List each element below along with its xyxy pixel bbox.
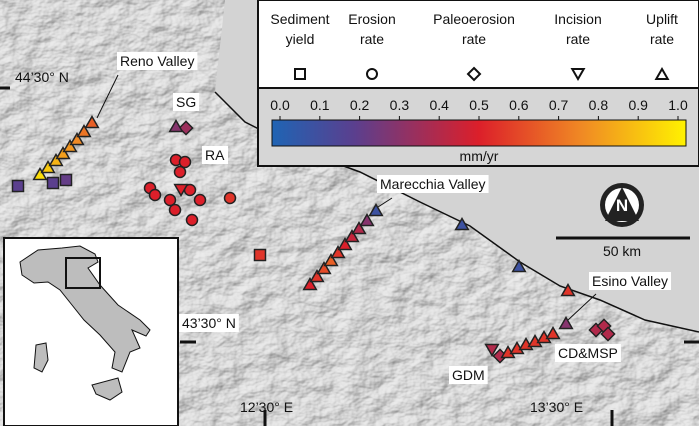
legend-label: rate	[566, 31, 590, 47]
sediment-yield-marker	[255, 250, 266, 261]
map-label: CD&MSP	[558, 345, 618, 361]
map-label: RA	[205, 147, 225, 163]
colorbar-tick-label: 0.2	[350, 97, 370, 113]
legend-label: Erosion	[348, 11, 395, 27]
legend-label: rate	[360, 31, 384, 47]
sediment-yield-marker	[13, 181, 24, 192]
map-label: 44’30° N	[15, 69, 69, 85]
erosion-rate-marker	[225, 193, 236, 204]
colorbar-tick-label: 1.0	[668, 97, 688, 113]
inset	[4, 238, 178, 426]
colorbar	[272, 120, 686, 146]
colorbar-tick-label: 0.9	[628, 97, 648, 113]
erosion-rate-marker	[187, 215, 198, 226]
colorbar-tick-label: 0.6	[509, 97, 529, 113]
colorbar-tick-label: 0.7	[549, 97, 569, 113]
erosion-rate-marker	[150, 190, 161, 201]
sediment-yield-marker	[48, 178, 59, 189]
erosion-rate-marker	[180, 157, 191, 168]
colorbar-tick-label: 0.8	[589, 97, 609, 113]
sediment-yield-marker	[61, 175, 72, 186]
north-arrow: N	[600, 183, 644, 227]
map-label: 13’30° E	[530, 399, 583, 415]
colorbar-tick-label: 0.4	[429, 97, 449, 113]
map-label: Esino Valley	[592, 273, 668, 289]
colorbar-tick-label: 0.1	[310, 97, 330, 113]
erosion-rate-marker	[175, 167, 186, 178]
colorbar-unit: mm/yr	[460, 148, 499, 164]
legend-label: Uplift	[646, 11, 678, 27]
map-label: SG	[176, 94, 196, 110]
legend-label: Incision	[554, 11, 601, 27]
legend-label: Sediment	[270, 11, 329, 27]
map-label: Marecchia Valley	[380, 176, 486, 192]
north-label: N	[616, 196, 628, 215]
map-label: 43’30° N	[182, 315, 236, 331]
scale-label: 50 km	[603, 243, 641, 259]
legend-symbol	[367, 69, 377, 79]
colorbar-tick-label: 0.3	[390, 97, 410, 113]
map-label: Reno Valley	[120, 53, 194, 69]
map: Sediment yield Erosion rate Paleoerosion rate…	[0, 0, 699, 426]
erosion-rate-marker	[165, 195, 176, 206]
colorbar-tick-label: 0.0	[270, 97, 290, 113]
colorbar-tick-label: 0.5	[469, 97, 489, 113]
erosion-rate-marker	[195, 195, 206, 206]
legend-symbol	[295, 69, 305, 79]
page: { "legend": { "items": [ {"lines": ["Sed…	[0, 0, 699, 426]
legend-label: rate	[462, 31, 486, 47]
legend-label: yield	[286, 31, 315, 47]
map-label: 12’30° E	[240, 399, 293, 415]
legend-label: rate	[650, 31, 674, 47]
erosion-rate-marker	[170, 205, 181, 216]
legend-label: Paleoerosion	[433, 11, 515, 27]
map-label: GDM	[452, 367, 485, 383]
